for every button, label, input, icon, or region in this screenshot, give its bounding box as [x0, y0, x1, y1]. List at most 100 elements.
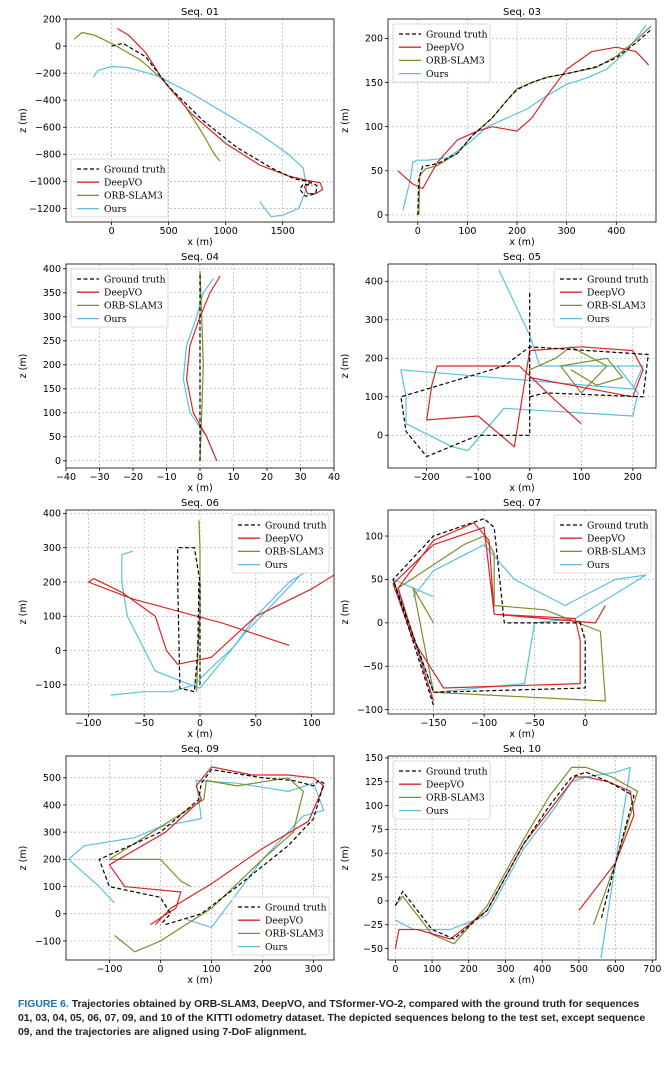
legend-label: Ground truth: [587, 274, 649, 285]
y-tick-label: 0: [377, 210, 383, 221]
y-tick-label: 200: [365, 34, 383, 45]
plot-frame: [65, 18, 335, 223]
plot-frame: [387, 509, 657, 715]
y-tick-label: 0: [55, 41, 61, 52]
legend: Ground truth DeepVO ORB-SLAM3 Ours: [231, 514, 330, 574]
chart-title: Seq. 10: [503, 744, 541, 755]
legend-label: DeepVO: [104, 288, 143, 299]
y-tick-label: −200: [35, 68, 61, 79]
panel-6: −150 −100 −50 0 −100 −50 0 50 100 Seq. 07 x (m) z (…: [340, 498, 657, 740]
x-axis-label: x (m): [509, 975, 534, 986]
series-line-gt: [111, 42, 318, 197]
x-tick-label: −150: [420, 718, 446, 729]
y-tick-label: 500: [43, 773, 61, 784]
x-tick-label: −20: [123, 472, 143, 483]
legend-label: Ours: [104, 314, 127, 325]
x-tick-label: −50: [525, 718, 545, 729]
legend-label: Ours: [426, 806, 449, 817]
series-line-gt: [394, 771, 635, 940]
x-tick-label: 100: [572, 472, 590, 483]
legend-label: Ground truth: [265, 902, 327, 913]
series-line-gt: [177, 547, 201, 693]
y-tick-label: −1200: [29, 204, 61, 215]
x-tick-label: 0: [527, 472, 533, 483]
x-tick-label: −10: [156, 472, 176, 483]
series-line-deepvo: [394, 776, 635, 949]
series-group: [73, 27, 324, 218]
y-tick-label: 0: [377, 896, 383, 907]
y-tick-label: −100: [35, 680, 61, 691]
chart-title: Seq. 03: [503, 7, 541, 18]
series-line-deepvo: [397, 46, 650, 190]
y-tick-label: 200: [43, 360, 61, 371]
legend-label: Ours: [265, 942, 288, 953]
y-tick-label: 0: [55, 646, 61, 657]
series-line-deepvo: [116, 27, 324, 195]
legend: Ground truth DeepVO ORB-SLAM3 Ours: [70, 158, 169, 218]
series-group: [182, 271, 221, 462]
y-tick-label: 400: [365, 277, 383, 288]
y-tick-label: 350: [43, 288, 61, 299]
y-axis-label: z (m): [340, 846, 351, 871]
y-tick-label: 50: [371, 849, 383, 860]
legend-box: [392, 760, 491, 820]
chart-title: Seq. 05: [503, 252, 541, 263]
y-tick-label: 200: [365, 354, 383, 365]
chart-title: Seq. 01: [181, 7, 219, 18]
y-axis-label: z (m): [340, 354, 351, 379]
y-tick-label: 100: [365, 392, 383, 403]
legend: Ground truth DeepVO ORB-SLAM3 Ours: [70, 268, 169, 328]
x-tick-label: −100: [96, 964, 122, 975]
x-axis-label: x (m): [509, 237, 534, 248]
legend-label: ORB-SLAM3: [587, 301, 646, 312]
y-axis-label: z (m): [18, 108, 29, 133]
y-tick-label: −400: [35, 96, 61, 107]
x-tick-label: 200: [508, 226, 526, 237]
y-tick-label: −50: [363, 944, 383, 955]
y-tick-label: 300: [43, 827, 61, 838]
panel-4: −200 −100 0 100 200 0 100 200 300 400 Seq. 05 x (m)…: [340, 252, 657, 494]
y-tick-label: −50: [363, 662, 383, 673]
legend-label: DeepVO: [426, 43, 465, 54]
legend-label: ORB-SLAM3: [426, 793, 485, 804]
chart-title: Seq. 04: [181, 252, 219, 263]
y-axis-label: z (m): [340, 108, 351, 133]
x-axis-label: x (m): [187, 729, 212, 740]
series-line-gt: [392, 518, 586, 706]
y-tick-label: 300: [43, 312, 61, 323]
y-tick-label: 150: [365, 753, 383, 764]
y-tick-label: 50: [371, 575, 383, 586]
legend-label: DeepVO: [426, 780, 465, 791]
y-tick-label: 200: [43, 855, 61, 866]
x-tick-label: −100: [465, 472, 491, 483]
panel-3: −40 −30 −20 −10 0 10 20 30 400501001502002503003…: [18, 252, 340, 494]
legend-box: [553, 514, 652, 574]
legend: Ground truth DeepVO ORB-SLAM3 Ours: [392, 23, 491, 83]
series-line-ours: [400, 269, 644, 452]
y-tick-label: 0: [377, 431, 383, 442]
y-tick-label: 0: [377, 618, 383, 629]
plot-frame: [387, 263, 657, 469]
y-tick-label: −100: [357, 705, 383, 716]
y-tick-label: 400: [43, 264, 61, 275]
x-tick-label: 0: [582, 718, 588, 729]
legend-box: [70, 268, 169, 328]
y-axis-label: z (m): [18, 600, 29, 625]
series-line-deepvo: [108, 766, 325, 926]
x-tick-label: 0: [197, 718, 203, 729]
x-axis-label: x (m): [509, 483, 534, 494]
x-tick-label: 300: [558, 226, 576, 237]
x-tick-label: 400: [607, 226, 625, 237]
x-tick-label: 50: [250, 718, 262, 729]
figure-caption-text: Trajectories obtained by ORB-SLAM3, Deep…: [18, 999, 646, 1038]
panel-7: −100 0 100 200 300 −100 0 100 200 300 400 500 Seq. 0…: [18, 744, 335, 986]
series-group: [67, 766, 325, 953]
legend-label: DeepVO: [265, 534, 304, 545]
x-tick-label: 300: [496, 964, 514, 975]
y-tick-label: 75: [371, 825, 383, 836]
series-line-ours: [402, 24, 647, 211]
x-tick-label: 100: [303, 718, 321, 729]
x-tick-label: 200: [253, 964, 271, 975]
panel-1: 0 500 1000 1500 −1200 −1000 −800 −600 −400 −200 0 2…: [18, 7, 335, 248]
x-tick-label: 10: [227, 472, 239, 483]
